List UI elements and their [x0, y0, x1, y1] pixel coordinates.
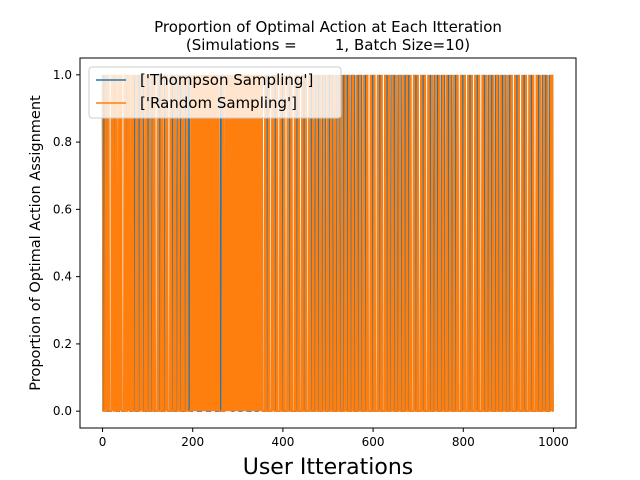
x-tick-label: 0: [99, 435, 107, 449]
x-tick-label: 400: [271, 435, 294, 449]
y-tick-label: 1.0: [53, 68, 72, 82]
y-tick-label: 0.0: [53, 404, 72, 418]
x-tick-label: 200: [181, 435, 204, 449]
chart-subtitle: (Simulations = 1, Batch Size=10): [186, 36, 470, 54]
series-line-random: [101, 74, 554, 412]
y-tick-label: 0.4: [53, 270, 72, 284]
y-tick-label: 0.6: [53, 202, 72, 216]
legend-label-random: ['Random Sampling']: [140, 94, 297, 112]
x-tick-label: 600: [362, 435, 385, 449]
x-axis-label: User Itterations: [243, 455, 414, 480]
y-tick-label: 0.8: [53, 135, 72, 149]
legend-box: [88, 66, 342, 119]
series-layer: [101, 74, 554, 412]
y-axis-label: Proportion of Optimal Action Assignment: [28, 95, 44, 391]
x-tick-label: 800: [452, 435, 475, 449]
y-tick-label: 0.2: [53, 337, 72, 351]
chart-title: Proportion of Optimal Action at Each Itt…: [154, 18, 502, 36]
plot-frame: [79, 57, 577, 429]
x-tick-label: 1000: [538, 435, 569, 449]
legend-label-thompson: ['Thompson Sampling']: [140, 71, 313, 89]
x-axis-ticks: 0 200 400 600 800 1000: [99, 428, 569, 449]
y-axis-ticks: 0.0 0.2 0.4 0.6 0.8 1.0: [53, 68, 80, 418]
legend: ['Thompson Sampling'] ['Random Sampling'…: [88, 66, 342, 119]
